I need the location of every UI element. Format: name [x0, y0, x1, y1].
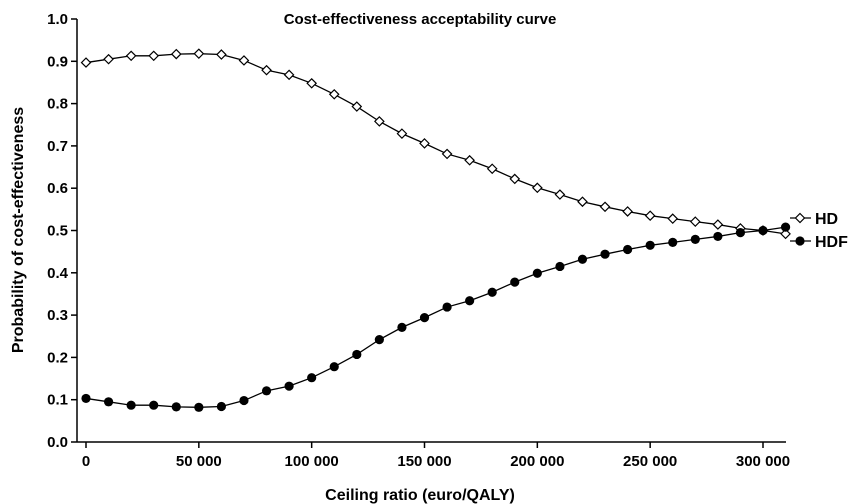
y-tick-label: 0.8 — [47, 96, 68, 113]
y-axis-title: Probability of cost-effectiveness — [10, 107, 27, 353]
series-line-hd — [85, 53, 786, 235]
y-tick-label: 0.9 — [47, 53, 68, 70]
x-tick-label: 50 000 — [176, 453, 222, 470]
data-point-hdf — [307, 373, 317, 383]
legend-marker-hd — [794, 212, 806, 224]
y-tick-label: 1.0 — [47, 11, 68, 28]
data-point-hd — [193, 48, 205, 60]
legend-label-hd: HD — [815, 211, 838, 228]
data-point-hdf — [239, 395, 249, 406]
series-hdf — [81, 222, 791, 412]
x-tick-label: 100 000 — [285, 453, 339, 470]
data-point-hd — [599, 201, 611, 213]
data-point-hdf — [194, 402, 204, 412]
x-ticks: 0 50 000 100 000 150 000 200 000 250 000 300 0… — [82, 442, 790, 470]
data-point-hdf — [735, 228, 746, 238]
data-point-hdf — [690, 234, 700, 244]
data-point-hd — [441, 148, 453, 160]
y-tick-label: 0.4 — [47, 265, 69, 282]
data-point-hd — [170, 48, 182, 60]
x-tick-label: 0 — [82, 453, 90, 470]
y-tick-label: 0.1 — [47, 392, 68, 409]
data-point-hdf — [645, 240, 655, 250]
series-line-hdf — [85, 226, 786, 408]
x-tick-label: 150 000 — [397, 453, 451, 470]
data-point-hdf — [758, 225, 768, 236]
y-tick-label: 0.2 — [47, 349, 68, 366]
data-point-hd — [374, 116, 385, 127]
data-point-hdf — [149, 400, 159, 410]
data-point-hd — [148, 50, 160, 62]
series-hd — [80, 48, 791, 240]
data-point-hdf — [103, 397, 114, 407]
data-point-hd — [464, 154, 475, 166]
series-layer — [80, 48, 791, 412]
x-axis-title: Ceiling ratio (euro/QALY) — [325, 487, 515, 504]
legend-item-hd: HD — [790, 211, 838, 228]
y-ticks: 0.0 0.1 0.2 0.3 0.4 0.5 0.6 0.7 0.8 0.9 1.0 — [47, 11, 77, 451]
x-tick-label: 300 000 — [736, 453, 790, 470]
data-point-hd — [396, 128, 408, 139]
data-point-hd — [238, 55, 250, 66]
data-point-hdf — [465, 296, 475, 306]
data-point-hd — [554, 189, 566, 200]
data-point-hdf — [374, 335, 384, 345]
chart-title: Cost-effectiveness acceptability curve — [284, 11, 557, 28]
data-point-hd — [667, 213, 679, 225]
axes — [76, 19, 786, 443]
data-point-hd — [328, 88, 340, 100]
data-point-hd — [577, 196, 588, 208]
y-tick-label: 0.3 — [47, 307, 68, 324]
data-point-hd — [351, 101, 363, 112]
data-point-hd — [80, 57, 92, 68]
data-point-hdf — [171, 402, 181, 412]
data-point-hdf — [419, 313, 430, 323]
data-point-hdf — [261, 386, 272, 396]
data-point-hd — [780, 228, 791, 240]
data-point-hdf — [216, 401, 226, 412]
data-point-hd — [644, 210, 656, 222]
data-point-hd — [486, 163, 498, 175]
data-point-hdf — [713, 231, 723, 242]
data-point-hdf — [284, 381, 294, 391]
data-point-hdf — [577, 254, 588, 264]
data-point-hdf — [487, 287, 497, 297]
x-tick-label: 250 000 — [623, 453, 677, 470]
legend-label-hdf: HDF — [815, 234, 848, 251]
data-point-hdf — [442, 302, 452, 312]
data-point-hdf — [81, 393, 91, 404]
legend-marker-hdf — [795, 236, 805, 246]
data-point-hd — [622, 206, 633, 217]
data-point-hdf — [600, 249, 610, 259]
legend: HD HDF — [790, 211, 848, 251]
x-tick-label: 200 000 — [510, 453, 564, 470]
data-point-hdf — [668, 237, 678, 247]
y-tick-label: 0.0 — [47, 434, 68, 451]
legend-item-hdf: HDF — [790, 234, 848, 251]
data-point-hd — [283, 69, 295, 81]
data-point-hdf — [532, 268, 542, 278]
data-point-hd — [509, 173, 521, 185]
y-tick-label: 0.5 — [47, 223, 68, 240]
data-point-hdf — [126, 400, 136, 410]
data-point-hdf — [555, 261, 565, 272]
data-point-hd — [419, 138, 430, 149]
data-point-hd — [261, 64, 272, 76]
data-point-hdf — [780, 222, 791, 232]
y-tick-label: 0.7 — [47, 138, 68, 155]
data-point-hd — [216, 49, 227, 60]
data-point-hd — [712, 219, 724, 230]
data-point-hdf — [329, 362, 339, 372]
data-point-hd — [306, 77, 318, 89]
data-point-hd — [103, 53, 114, 65]
data-point-hdf — [510, 277, 520, 287]
data-point-hdf — [623, 244, 633, 255]
y-tick-label: 0.6 — [47, 180, 68, 197]
data-point-hd — [689, 216, 701, 227]
data-point-hd — [125, 50, 137, 62]
data-point-hdf — [397, 322, 407, 332]
data-point-hd — [531, 182, 543, 194]
data-point-hdf — [352, 349, 362, 360]
